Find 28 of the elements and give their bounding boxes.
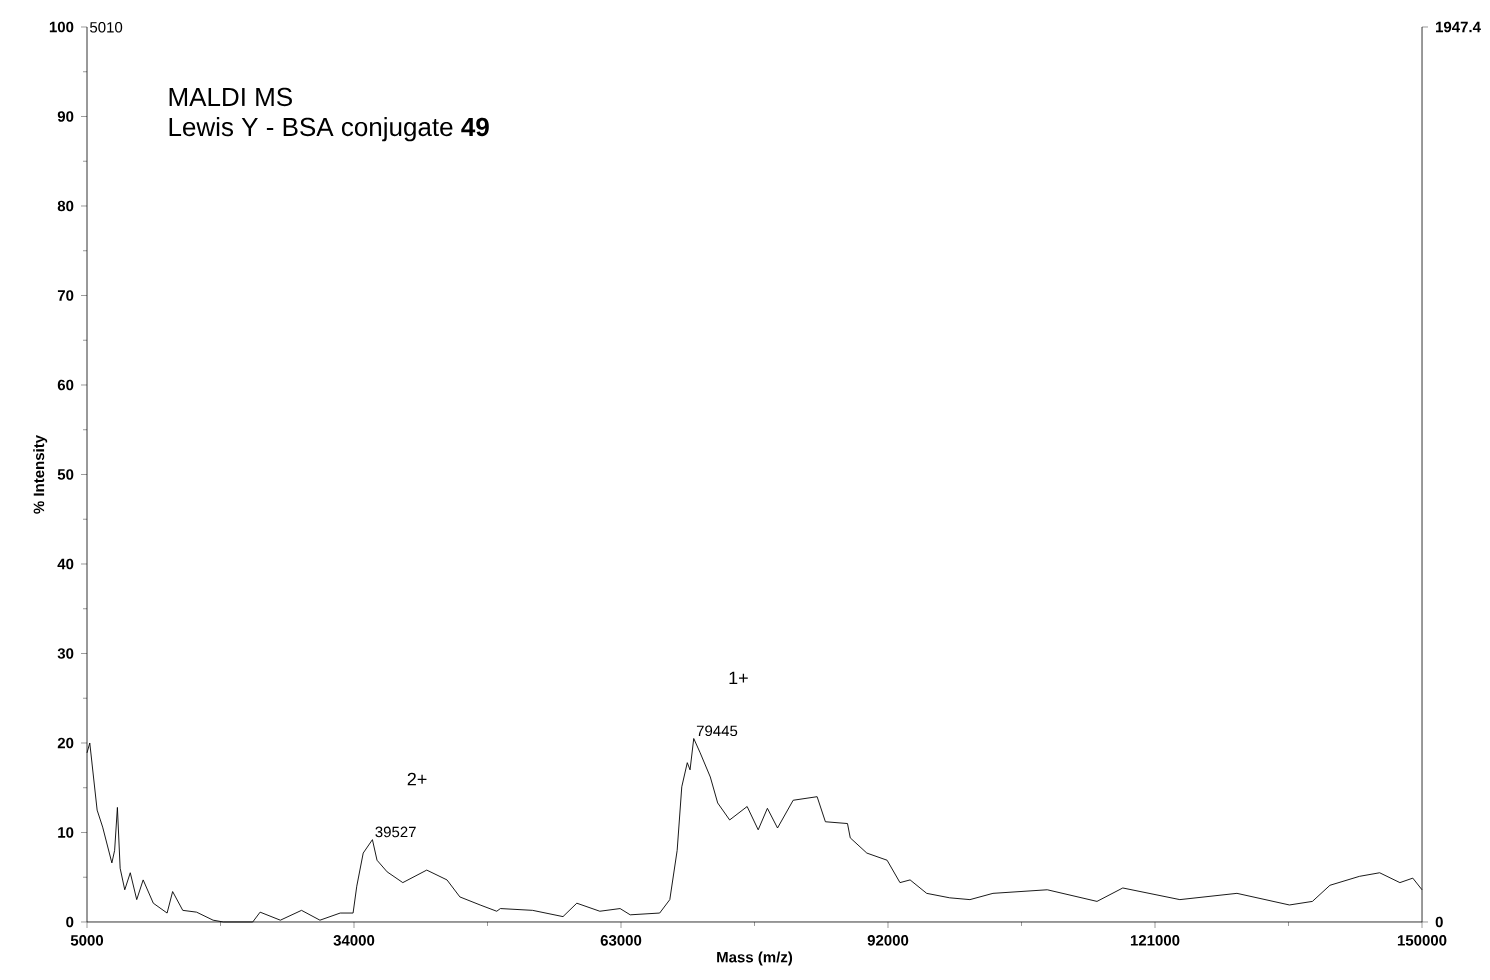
x-tick-label: 92000 <box>867 935 909 946</box>
annotation: 5010 <box>90 21 123 33</box>
y2-tick-label: 0 <box>1435 916 1443 928</box>
text: MALDI MS <box>169 87 292 107</box>
y-tick-label: 10 <box>58 827 74 838</box>
annotation: 39527 <box>375 826 416 838</box>
y2-tick-label: 1947.4 <box>1436 21 1481 33</box>
x-tick-label: 150000 <box>1397 935 1447 946</box>
y-tick-label: 30 <box>57 648 74 659</box>
annotation: 1+ <box>729 671 748 685</box>
text: Lewis Y - BSA conjugate 49 <box>169 117 489 142</box>
y-tick-label: 90 <box>57 111 74 122</box>
x-axis-title: Mass (m/z) <box>717 951 793 966</box>
y-tick-label: 0 <box>66 916 74 928</box>
y-axis-title: % Intensity <box>33 435 48 514</box>
y-tick-label: 80 <box>57 200 74 212</box>
x-tick-label: 5000 <box>70 935 104 946</box>
x-tick-label: 63000 <box>600 935 642 946</box>
annotation: 2+ <box>407 772 427 786</box>
y-tick-label: 60 <box>57 379 74 391</box>
x-tick-label: 34000 <box>333 935 375 946</box>
y-tick-label: 100 <box>49 21 74 33</box>
y-tick-label: 50 <box>57 469 74 480</box>
x-tick-label: 121000 <box>1130 935 1180 946</box>
y-tick-label: 40 <box>57 558 74 570</box>
y-tick-label: 70 <box>57 290 74 301</box>
y-tick-label: 20 <box>57 737 74 749</box>
annotation: 79445 <box>696 725 738 737</box>
